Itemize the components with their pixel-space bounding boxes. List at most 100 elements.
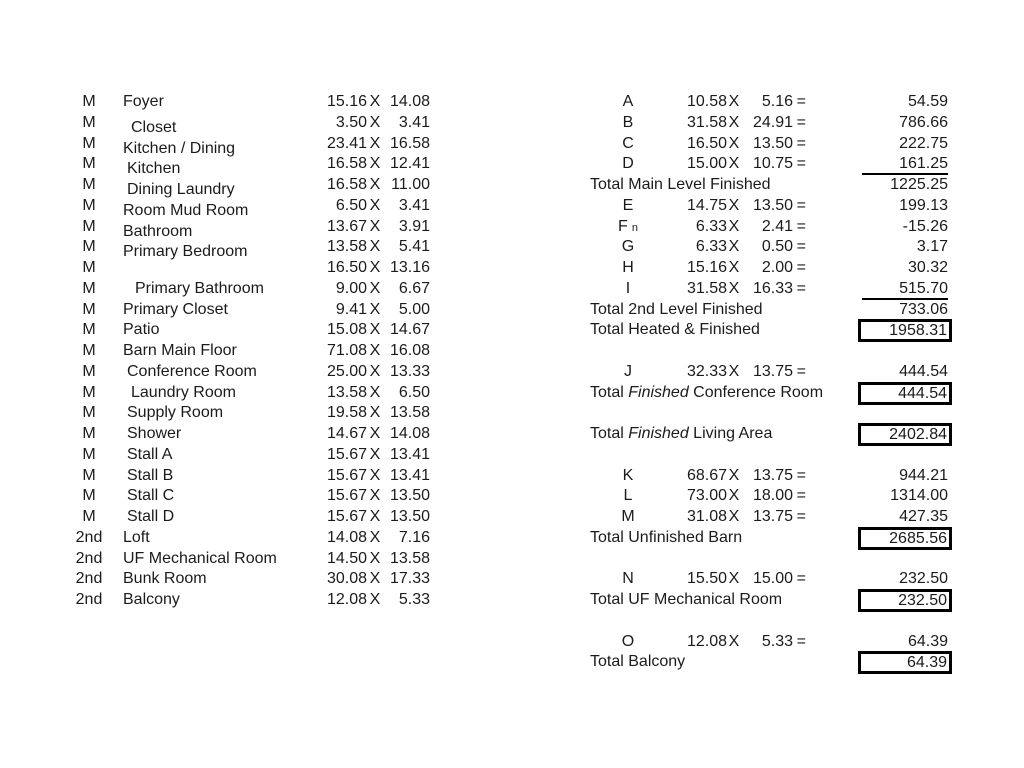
total-row: Total UF Mechanical Room 232.50 — [0, 589, 1024, 612]
room-name: Stall B — [127, 466, 174, 484]
dimension-width: 16.58 — [326, 155, 367, 173]
room-dimensions: 14.50 X 13.58 — [321, 549, 430, 570]
calc-dimensions: 15.50 X 15.00 = — [682, 569, 806, 590]
room-name: Balcony — [123, 591, 180, 608]
calc-value: 199.13 — [899, 196, 948, 214]
multiply-symbol: X — [369, 528, 381, 546]
calc-value: 64.39 — [907, 632, 948, 650]
room-dimension-list: M Foyer 15.16 X 14.08 M Closet 3.50 X 3.41 M Kitche… — [0, 92, 1024, 611]
dimension-height: 13.75 — [752, 362, 793, 380]
multiply-symbol: X — [728, 93, 740, 110]
multiply-symbol: X — [369, 549, 381, 567]
room-level: M — [82, 466, 96, 484]
calc-row: A 10.58 X 5.16 = 54.59 — [0, 92, 1024, 113]
dimension-width: 30.08 — [326, 570, 367, 588]
equals-symbol: = — [796, 155, 806, 173]
dimension-height: 3.91 — [398, 217, 430, 235]
room-row: 2nd Loft 14.08 X 7.16 — [0, 528, 1024, 549]
room-level: M — [82, 279, 96, 297]
multiply-symbol: X — [369, 508, 381, 525]
calc-dimensions: 15.16 X 2.00 = — [682, 258, 806, 279]
room-dimensions: 15.08 X 14.67 — [321, 320, 430, 341]
calc-value: 427.35 — [899, 508, 948, 525]
room-level: M — [82, 404, 96, 422]
total-row: Total Main Level Finished 1225.25 — [0, 175, 1024, 196]
room-row: M Stall C 15.67 X 13.50 — [0, 486, 1024, 507]
calc-letter: K — [622, 466, 634, 484]
room-name: Kitchen / Dining — [123, 139, 236, 157]
multiply-symbol: X — [369, 238, 381, 256]
equals-symbol: = — [796, 362, 806, 380]
total-label-text: Total 2nd Level Finished — [590, 300, 763, 318]
total-value: 1225.25 — [890, 176, 948, 193]
dimension-width: 15.16 — [686, 259, 727, 276]
room-level: 2nd — [75, 549, 103, 567]
spacer-row — [0, 445, 1024, 466]
calc-row: L 73.00 X 18.00 = 1314.00 — [0, 486, 1024, 507]
multiply-symbol: X — [369, 196, 381, 214]
calc-letter: L — [623, 487, 633, 505]
calc-dimensions: 14.75 X 13.50 = — [682, 196, 806, 217]
calc-letter: N — [622, 570, 634, 588]
calc-value: 161.25 — [862, 154, 948, 176]
dimension-width: 32.33 — [686, 362, 727, 380]
multiply-symbol: X — [369, 425, 381, 442]
total-label-italic: Finished — [628, 425, 689, 442]
multiply-symbol: X — [369, 321, 381, 339]
room-row: M Dining Laundry 16.58 X 11.00 — [0, 175, 1024, 198]
dimension-height: 5.00 — [398, 300, 430, 318]
total-value: 2402.84 — [858, 423, 952, 446]
calc-value: 515.70 — [862, 279, 948, 300]
room-dimensions: 15.67 X 13.50 — [321, 507, 430, 528]
dimension-width: 71.08 — [326, 342, 367, 359]
dimension-width: 15.00 — [686, 155, 727, 173]
multiply-symbol: X — [728, 466, 740, 484]
equals-symbol: = — [796, 570, 806, 588]
room-row: M Foyer 15.16 X 14.08 — [0, 92, 1024, 113]
room-level: M — [82, 508, 96, 525]
room-name: Laundry Room — [131, 383, 236, 401]
total-label: Total Finished Living Area — [590, 424, 772, 445]
multiply-symbol: X — [369, 217, 381, 235]
room-name: Closet — [131, 118, 177, 136]
calc-letter: O — [621, 632, 635, 650]
room-row: M Stall A 15.67 X 13.41 — [0, 445, 1024, 466]
dimension-width: 73.00 — [686, 487, 727, 505]
dimension-width: 12.08 — [686, 632, 727, 650]
room-name: UF Mechanical Room — [123, 549, 277, 567]
room-name: Kitchen — [127, 160, 181, 178]
room-row: M Primary Bathroom 9.00 X 6.67 — [0, 279, 1024, 300]
total-label-text: Total — [590, 425, 629, 442]
dimension-width: 6.33 — [695, 217, 727, 235]
room-row: M 16.50 X 13.16 — [0, 258, 1024, 279]
dimension-height: 13.16 — [389, 259, 430, 276]
dimension-height: 13.50 — [389, 487, 430, 505]
calc-value: 54.59 — [907, 93, 948, 110]
dimension-height: 7.16 — [398, 528, 430, 546]
room-dimensions: 23.41 X 16.58 — [321, 134, 430, 155]
calc-label: I — [600, 279, 656, 300]
room-row: 2nd UF Mechanical Room 14.50 X 13.58 — [0, 549, 1024, 570]
dimension-height: 6.67 — [398, 279, 430, 297]
room-level: M — [82, 134, 96, 152]
dimension-width: 15.16 — [326, 93, 367, 110]
dimension-width: 6.33 — [695, 238, 727, 256]
calc-label: K — [600, 466, 656, 487]
calc-label: D — [600, 154, 656, 175]
equals-symbol: = — [796, 487, 806, 505]
calc-letter: D — [622, 155, 634, 173]
total-row: Total 2nd Level Finished 733.06 — [0, 300, 1024, 321]
dimension-height: 13.58 — [389, 404, 430, 422]
room-row: M Stall D 15.67 X 13.50 — [0, 507, 1024, 528]
room-dimensions: 30.08 X 17.33 — [321, 569, 430, 590]
calc-value: 944.21 — [899, 466, 948, 484]
room-level: M — [82, 425, 96, 442]
area-calculation-list: A 10.58 X 5.16 = 54.59 B 31.58 X 24.91 = 786.66 C 16.… — [0, 92, 1024, 675]
dimension-width: 13.67 — [326, 217, 367, 235]
dimension-height: 14.67 — [389, 321, 430, 339]
room-level: M — [82, 445, 96, 463]
room-row: 2nd Bunk Room 30.08 X 17.33 — [0, 569, 1024, 590]
multiply-symbol: X — [369, 155, 381, 173]
total-row: Total Finished Conference Room 444.54 — [0, 381, 1024, 405]
room-level: M — [82, 93, 96, 110]
